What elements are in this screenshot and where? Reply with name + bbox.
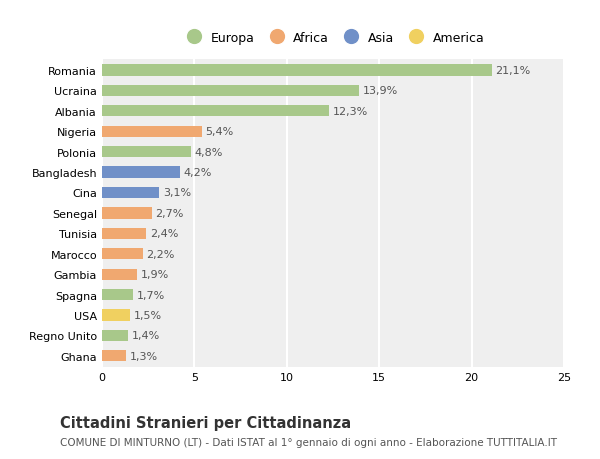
Text: 2,4%: 2,4% [150,229,178,239]
Bar [102,249,143,260]
Text: 4,2%: 4,2% [184,168,212,178]
Bar [102,208,152,219]
Bar [102,310,130,321]
Text: COMUNE DI MINTURNO (LT) - Dati ISTAT al 1° gennaio di ogni anno - Elaborazione T: COMUNE DI MINTURNO (LT) - Dati ISTAT al … [60,437,557,447]
Bar [102,65,492,77]
Bar [102,350,126,362]
Bar [102,106,329,117]
Legend: Europa, Africa, Asia, America: Europa, Africa, Asia, America [179,29,487,47]
Bar [102,228,146,240]
Bar [102,126,202,138]
Text: 1,9%: 1,9% [141,269,169,280]
Text: 1,5%: 1,5% [133,310,161,320]
Bar [102,330,128,341]
Bar [102,86,359,97]
Bar [102,187,159,199]
Text: Cittadini Stranieri per Cittadinanza: Cittadini Stranieri per Cittadinanza [60,415,351,431]
Bar [102,167,179,178]
Bar [102,147,191,158]
Bar [102,269,137,280]
Bar [102,289,133,301]
Text: 3,1%: 3,1% [163,188,191,198]
Text: 5,4%: 5,4% [205,127,234,137]
Text: 2,7%: 2,7% [155,208,184,218]
Text: 1,4%: 1,4% [131,330,160,341]
Text: 21,1%: 21,1% [496,66,531,76]
Text: 12,3%: 12,3% [333,106,368,117]
Text: 1,3%: 1,3% [130,351,158,361]
Text: 4,8%: 4,8% [194,147,223,157]
Text: 2,2%: 2,2% [146,249,175,259]
Text: 1,7%: 1,7% [137,290,166,300]
Text: 13,9%: 13,9% [362,86,398,96]
